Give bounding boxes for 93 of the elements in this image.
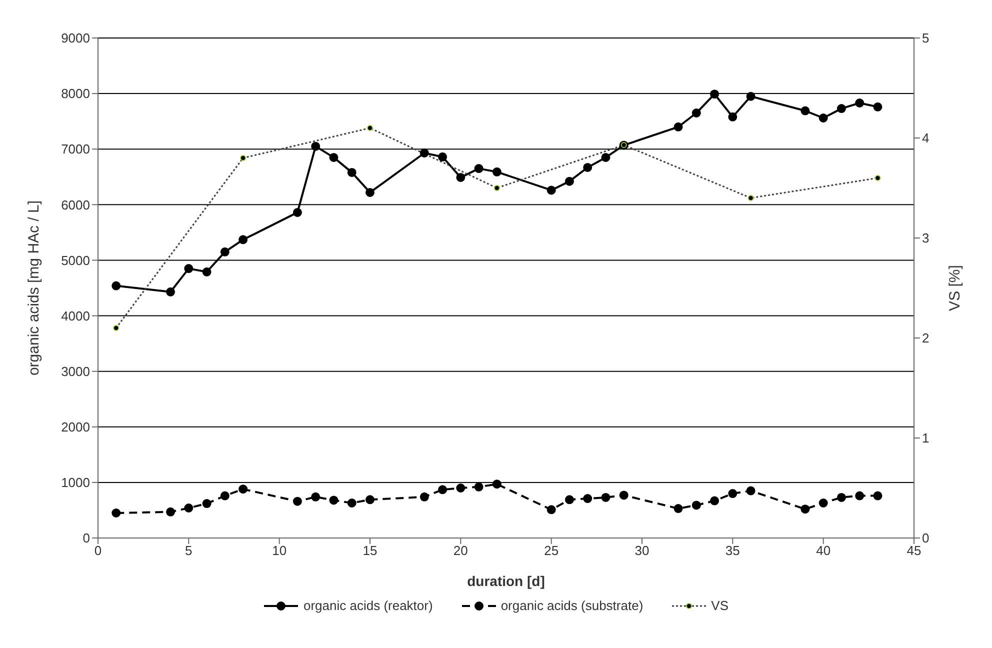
y2-tick-label: 2: [922, 330, 930, 346]
y-tick-label: 7000: [61, 142, 90, 157]
point: [220, 491, 230, 500]
point: [456, 484, 466, 492]
point: [202, 499, 212, 508]
point: [692, 500, 701, 510]
point: [238, 235, 248, 244]
x-tick-label: 10: [272, 543, 287, 558]
point: [366, 495, 374, 504]
point: [619, 490, 628, 500]
y-tick-label: 5000: [61, 252, 90, 268]
point: [855, 98, 864, 108]
point: [674, 504, 683, 514]
point: [474, 164, 484, 174]
point: [583, 162, 592, 172]
point: [112, 281, 121, 290]
point: [836, 104, 846, 114]
point: [564, 495, 574, 504]
point: [728, 112, 738, 122]
point: [420, 492, 429, 502]
y-tick-label: 3000: [61, 364, 90, 379]
point: [601, 492, 610, 502]
y-tick-label: 8000: [61, 86, 90, 102]
point: [438, 152, 448, 162]
point: [238, 484, 248, 494]
point: [873, 491, 882, 500]
x-tick-label: 25: [544, 543, 559, 558]
point: [546, 186, 556, 195]
point: [166, 507, 176, 516]
y2-tick-label: 1: [922, 430, 930, 446]
point: [347, 498, 356, 508]
point: [438, 485, 448, 494]
point: [836, 492, 846, 502]
y-tick-label: 9000: [61, 30, 90, 46]
point: [112, 508, 121, 518]
point: [692, 108, 701, 118]
point: [800, 106, 810, 116]
y-tick-label: 0: [82, 530, 90, 546]
point: [855, 491, 864, 500]
point: [329, 496, 338, 505]
x-tick-label: 20: [453, 543, 468, 558]
point: [728, 489, 738, 498]
point: [492, 167, 502, 176]
point: [366, 188, 374, 197]
x-tick-label: 35: [725, 543, 740, 558]
point: [800, 504, 810, 514]
point: [746, 486, 756, 496]
point: [710, 90, 720, 99]
point: [311, 492, 320, 502]
point: [420, 148, 429, 158]
point: [492, 480, 502, 489]
y-axis-title: organic acids [mg HAc / L]: [25, 200, 42, 376]
point: [311, 142, 320, 151]
point: [818, 114, 828, 122]
point: [166, 287, 176, 296]
x-tick-label: 5: [185, 543, 192, 558]
point: [546, 505, 556, 514]
point: [220, 247, 230, 256]
point: [292, 208, 302, 217]
y-tick-label: 4000: [61, 308, 90, 324]
y2-tick-label: 4: [922, 130, 930, 146]
y2-axis-title: VS [%]: [946, 265, 964, 311]
point: [818, 498, 828, 508]
y-tick-label: 1000: [61, 475, 90, 490]
x-axis-title: duration [d]: [467, 573, 545, 589]
point: [746, 92, 756, 101]
x-tick-label: 30: [634, 543, 650, 558]
y2-tick-label: 3: [922, 230, 930, 246]
y-tick-label: 2000: [61, 420, 90, 435]
point: [202, 267, 212, 276]
legend-label: organic acids (substrate): [500, 598, 644, 613]
point: [184, 504, 194, 512]
legend-label: organic acids (reaktor): [303, 598, 433, 613]
point: [474, 482, 484, 492]
x-tick-label: 15: [362, 543, 378, 558]
legend-label: VS: [711, 598, 728, 613]
x-tick-label: 40: [816, 543, 831, 558]
point: [674, 122, 683, 132]
point: [347, 168, 356, 177]
y-tick-label: 6000: [61, 197, 90, 212]
point: [710, 496, 720, 506]
x-tick-label: 0: [94, 543, 102, 558]
point: [601, 152, 610, 162]
point: [873, 102, 882, 112]
point: [456, 172, 466, 182]
point: [292, 496, 302, 506]
point: [329, 152, 338, 162]
point: [564, 176, 574, 186]
point: [583, 494, 592, 504]
point: [184, 264, 194, 274]
y2-tick-label: 5: [922, 30, 930, 46]
x-tick-label: 45: [906, 543, 922, 558]
y2-tick-label: 0: [922, 530, 930, 546]
